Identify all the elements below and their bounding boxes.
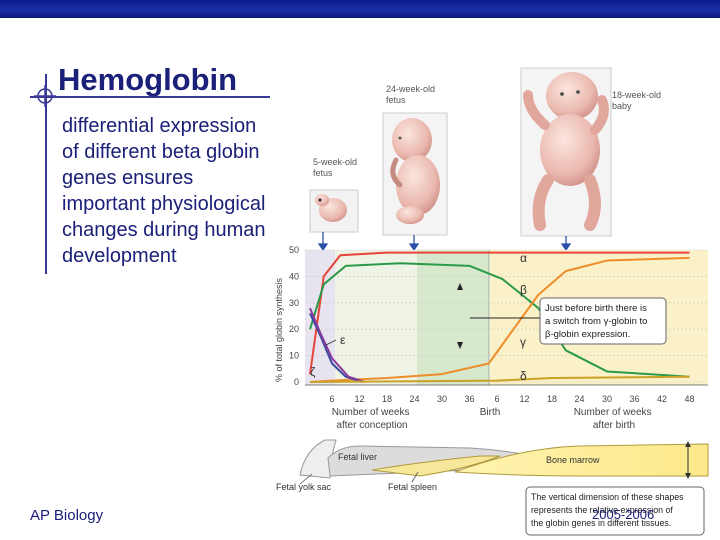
fetus-24wk-illustration [390,118,440,224]
x-tick-label: 30 [602,394,612,404]
x-tick-label: 18 [547,394,557,404]
label-18wk: 18-week-old baby [612,90,664,111]
slide-title: Hemoglobin [58,62,238,97]
y-tick-label: 10 [289,351,299,361]
y-tick-label: 50 [289,245,299,255]
y-tick-label: 0 [294,377,299,387]
chart-series [309,251,690,383]
x-tick-label: 12 [354,394,364,404]
switch-callout: Just before birth there is a switch from… [470,297,667,345]
title-rule [30,96,270,98]
chart-grid [305,249,708,386]
y-tick-label: 40 [289,271,299,281]
label-5wk: 5-week-old fetus [313,157,360,178]
x-tick-label: 42 [657,394,667,404]
tissue-diagram: Fetal liver Bone marrow Fetal yolk sac F… [276,439,709,492]
x-tick-label: 36 [629,394,639,404]
y-tick-label: 30 [289,298,299,308]
svg-text:Just before birth there is: Just before birth there is a switch from… [545,303,650,340]
x-tick-label: 6 [329,394,334,404]
photo-arrows [317,232,572,252]
fetus-5wk-illustration [315,194,347,222]
series-line-δ [309,375,690,383]
x-axis-label-before: Number of weeks after conception [332,407,413,431]
x-tick-label: 36 [464,394,474,404]
x-tick-label: 18 [382,394,392,404]
x-tick-label: 12 [519,394,529,404]
series-label-zeta: ζ [310,365,316,379]
x-tick-label: 24 [574,394,584,404]
series-line-ζ [309,307,366,383]
top-banner [0,0,720,18]
tissue-shape-marrow [454,443,709,477]
baby-18wk-illustration [523,72,609,231]
series-label-beta: β [520,283,527,297]
birth-label: Birth [480,407,501,418]
footer-year-label: 2005-2006 [592,507,655,522]
svg-text:The vertical dimension of thes: The vertical dimension of these shapes r… [531,492,686,528]
series-label-delta: δ [520,369,527,383]
x-tick-label: 6 [494,394,499,404]
x-tick-label: 30 [437,394,447,404]
chart-ticks: 0 10 20 30 40 50 6 12 18 24 30 36 6 12 18 24 30 36 42 48 [289,245,695,404]
shapes-callout: The vertical dimension of these shapes r… [525,486,705,536]
tissue-label-yolk-sac: Fetal yolk sac [276,482,332,492]
series-label-epsilon: ε [340,333,346,347]
slide-body-text: differential expression of different bet… [62,115,266,267]
y-tick-label: 20 [289,324,299,334]
vertical-rule [45,74,47,274]
label-24wk: 24-week-old fetus [386,84,438,105]
series-line-γ [309,262,690,378]
tissue-label-spleen: Fetal spleen [388,482,437,492]
tissue-shape-spleen [371,455,501,477]
y-axis-label: % of total globin synthesis [274,277,284,382]
footer-course-label: AP Biology [30,507,104,524]
series-label-gamma: γ [520,335,526,349]
x-tick-label: 48 [684,394,694,404]
tissue-label-marrow: Bone marrow [546,455,600,465]
x-tick-label: 24 [409,394,419,404]
x-axis-label-after: Number of weeks after birth [574,407,655,431]
series-line-α [309,251,690,375]
chart-arrows [457,283,463,349]
series-label-alpha: α [520,251,527,265]
tissue-label-liver: Fetal liver [338,452,377,462]
